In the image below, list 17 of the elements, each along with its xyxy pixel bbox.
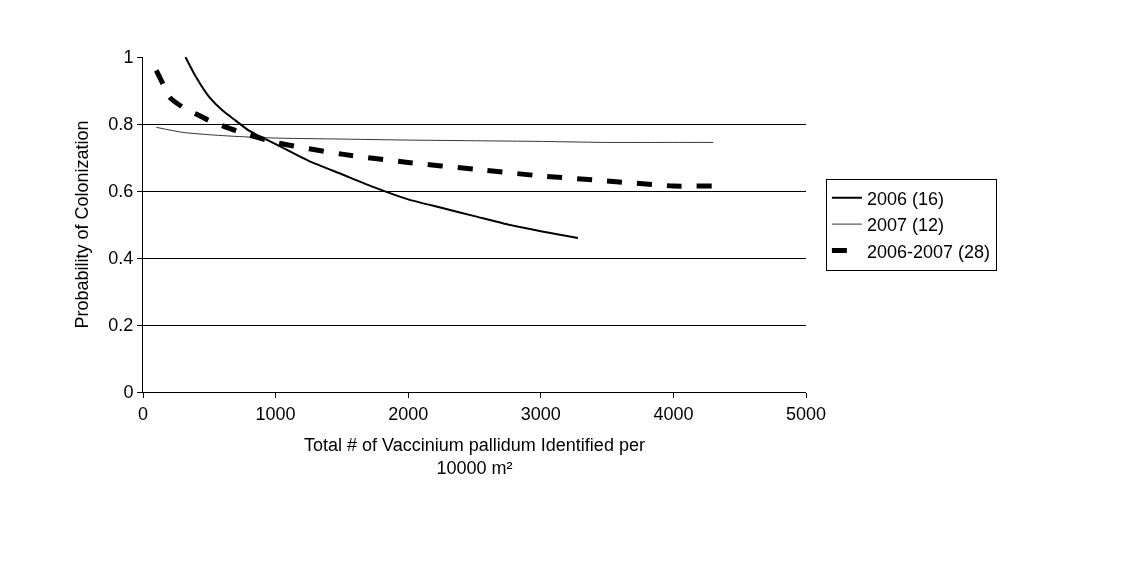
x-tick-label: 4000 (653, 403, 694, 424)
legend-label: 2006 (16) (866, 188, 944, 209)
x-tick-label: 0 (137, 403, 149, 424)
x-tick-label: 1000 (255, 403, 296, 424)
y-tick-label: 0 (123, 382, 134, 403)
y-tick-label: 0.2 (108, 315, 134, 336)
y-tick-label: 0.4 (108, 248, 134, 269)
x-tick-label: 5000 (785, 403, 827, 424)
y-tick-label: 1 (123, 47, 134, 68)
x-axis-title: Total # of Vaccinium pallidum Identified per 10000 m² (304, 434, 645, 479)
y-tick-label: 0.8 (108, 114, 134, 135)
x-tick-label: 3000 (520, 403, 561, 424)
legend-label: 2006-2007 (28) (866, 241, 990, 262)
y-axis-title: Probability of Colonization (71, 120, 92, 329)
y-tick-label: 0.6 (108, 181, 134, 202)
legend-label: 2007 (12) (866, 215, 944, 236)
x-tick-label: 2000 (388, 403, 429, 424)
